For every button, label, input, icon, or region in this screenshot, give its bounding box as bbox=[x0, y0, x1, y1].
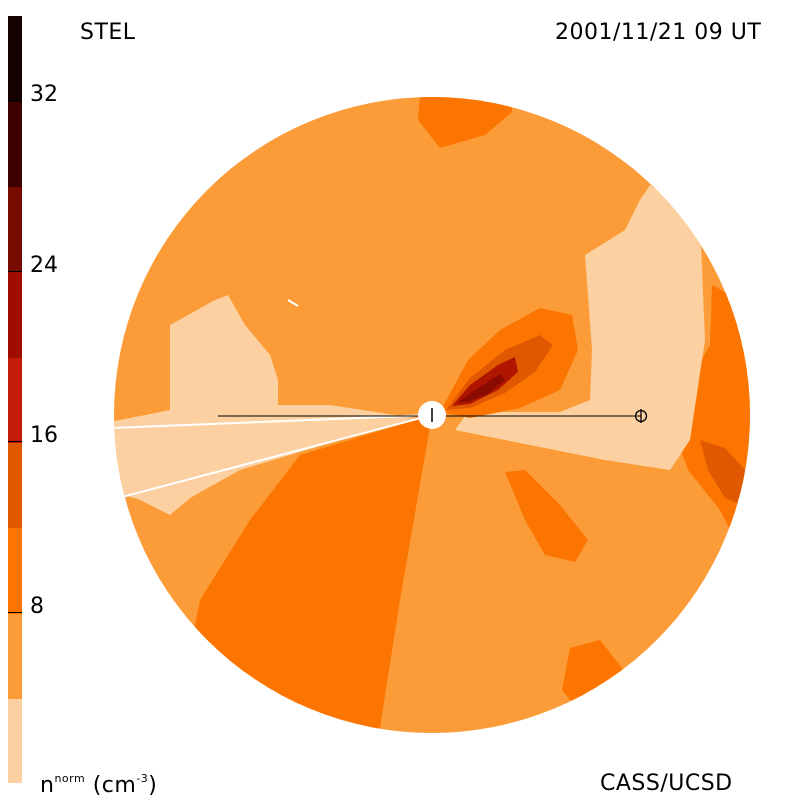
timestamp-label: 2001/11/21 09 UT bbox=[555, 20, 762, 45]
colorbar-segment-0 bbox=[8, 699, 22, 783]
colorbar-tick-32 bbox=[8, 100, 22, 101]
data-gap-line-upper bbox=[114, 414, 433, 429]
colorbar bbox=[8, 16, 22, 783]
colorbar-segment-5 bbox=[8, 272, 22, 358]
region-core-darkest bbox=[458, 374, 505, 402]
colorbar-segment-3 bbox=[8, 443, 22, 528]
region-left-light bbox=[114, 295, 415, 515]
region-right-edge-dark bbox=[700, 440, 745, 505]
colorbar-segment-1 bbox=[8, 614, 22, 699]
unit-label: nnorm (cm-3) bbox=[40, 773, 157, 797]
region-right-light bbox=[455, 185, 705, 470]
colorbar-segment-8 bbox=[8, 16, 22, 102]
colorbar-tick-16 bbox=[8, 441, 22, 442]
colorbar-tick-label-24: 24 bbox=[30, 253, 58, 278]
credit-label: CASS/UCSD bbox=[600, 771, 733, 796]
colorbar-tick-8 bbox=[8, 612, 22, 613]
colorbar-segment-6 bbox=[8, 187, 22, 272]
colorbar-tick-label-16: 16 bbox=[30, 423, 58, 448]
colorbar-tick-24 bbox=[8, 271, 22, 272]
unit-exponent: -3 bbox=[136, 772, 149, 785]
colorbar-segment-2 bbox=[8, 528, 22, 614]
region-lower-middle-blob bbox=[505, 470, 588, 562]
data-gap-line-short bbox=[287, 299, 299, 307]
colorbar-tick-label-32: 32 bbox=[30, 82, 58, 107]
region-bottom-right-blob bbox=[562, 640, 625, 712]
unit-base: n bbox=[40, 773, 55, 798]
unit-superscript: norm bbox=[54, 772, 86, 785]
unit-close: ) bbox=[148, 773, 158, 798]
colorbar-tick-label-8: 8 bbox=[30, 594, 44, 619]
region-core-darker bbox=[452, 357, 518, 406]
colorbar-segment-7 bbox=[8, 102, 22, 187]
region-top-notch bbox=[418, 97, 512, 148]
earth-icon bbox=[634, 409, 648, 423]
observatory-label: STEL bbox=[80, 20, 136, 45]
data-gap-line-lower bbox=[121, 414, 433, 498]
colorbar-segment-4 bbox=[8, 358, 22, 443]
unit-rest: (cm bbox=[85, 773, 137, 798]
